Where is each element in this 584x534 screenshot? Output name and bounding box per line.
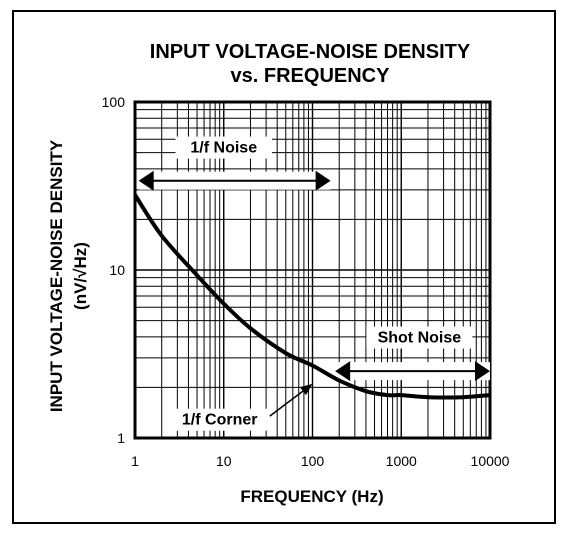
- arrow-head: [475, 361, 490, 382]
- x-tick-label: 10: [216, 453, 232, 469]
- shot-noise-label-backdrop: [366, 326, 473, 349]
- noise-density-curve: [133, 193, 491, 400]
- plot-area-border: [133, 100, 492, 440]
- one-over-f-corner-label-backdrop: [166, 408, 273, 431]
- y-axis-title-line2: (nV/√Hz): [71, 242, 90, 310]
- one-over-f-corner-pointer-head: [299, 383, 313, 396]
- chart-title-line2: vs. FREQUENCY: [231, 65, 391, 87]
- tick-labels: 1 10 100 1000 10000 1 10 100: [102, 94, 510, 469]
- chart-title-line1: INPUT VOLTAGE-NOISE DENSITY: [150, 41, 471, 63]
- shot-noise-label: Shot Noise: [378, 330, 462, 347]
- arrow-head: [315, 170, 331, 191]
- x-axis-title: FREQUENCY (Hz): [240, 487, 383, 506]
- annotations: 1/f Noise Shot Noise 1/f Corner: [138, 136, 490, 431]
- x-tick-label: 1: [131, 453, 139, 469]
- y-tick-label: 100: [102, 94, 126, 110]
- arrow-head: [138, 170, 154, 191]
- y-tick-label: 10: [109, 262, 125, 278]
- x-tick-label: 1000: [386, 453, 417, 469]
- x-tick-label: 100: [301, 453, 325, 469]
- arrow-head: [335, 361, 351, 382]
- series-layer: [133, 193, 491, 400]
- one-over-f-corner-pointer: [269, 390, 304, 417]
- one-over-f-corner-label: 1/f Corner: [182, 412, 258, 429]
- one-over-f-noise-label: 1/f Noise: [190, 140, 257, 157]
- one-over-f-noise-label-backdrop: [175, 136, 272, 159]
- x-tick-label: 10000: [471, 453, 510, 469]
- y-axis-title-line1: INPUT VOLTAGE-NOISE DENSITY: [47, 139, 66, 412]
- y-tick-label: 1: [117, 430, 125, 446]
